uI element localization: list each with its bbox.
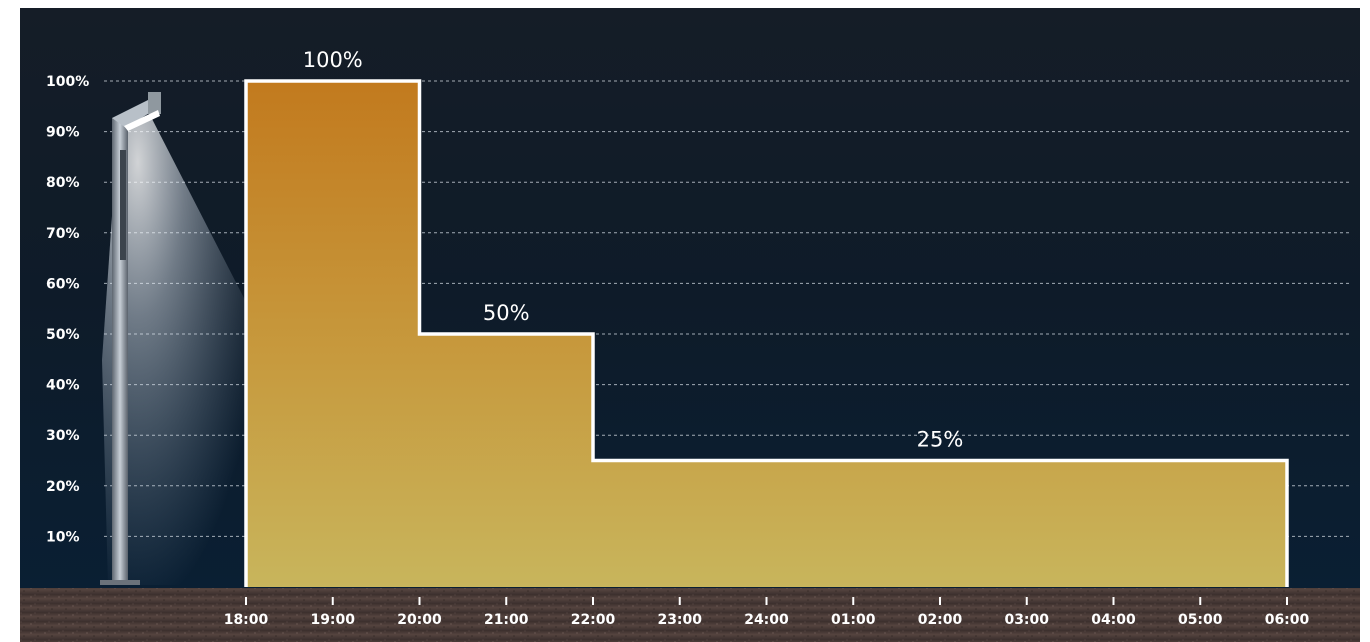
data-label: 100%	[303, 48, 363, 72]
lamp-light-cone	[102, 115, 245, 585]
data-label: 25%	[917, 428, 964, 452]
y-tick-label: 70%	[46, 226, 80, 242]
lamp-bulb	[124, 110, 160, 131]
x-axis-tick-labels: 18:00 19:00 20:00 21:00 22:00 23:00 24:00 01:00…	[224, 612, 1310, 628]
step-area-outline	[244, 79, 1289, 587]
x-tick-label: 01:00	[831, 612, 876, 628]
y-tick-label: 10%	[46, 529, 80, 545]
x-tick-label: 03:00	[1004, 612, 1049, 628]
x-tick-label: 04:00	[1091, 612, 1136, 628]
data-label: 50%	[483, 301, 530, 325]
x-tick-label: 23:00	[657, 612, 702, 628]
y-tick-label: 90%	[46, 125, 80, 141]
lamp-base	[100, 580, 140, 585]
x-tick-label: 24:00	[744, 612, 789, 628]
y-axis-tick-labels: 100% 90% 80% 70% 60% 50% 40% 30% 20% 10%	[46, 74, 89, 545]
y-tick-label: 20%	[46, 479, 80, 495]
y-tick-label: 30%	[46, 428, 80, 444]
x-axis-ticks	[245, 597, 1288, 605]
lamp-head	[148, 92, 161, 114]
ground-strip	[20, 588, 1360, 642]
x-tick-label: 22:00	[571, 612, 616, 628]
street-lamp-icon	[100, 92, 245, 585]
x-tick-label: 20:00	[397, 612, 442, 628]
y-tick-label: 60%	[46, 276, 80, 292]
x-tick-label: 19:00	[310, 612, 355, 628]
x-tick-label: 05:00	[1178, 612, 1223, 628]
lamp-pole-panel	[120, 150, 126, 260]
y-tick-label: 50%	[46, 327, 80, 343]
step-area-series	[244, 79, 1289, 587]
x-tick-label: 02:00	[918, 612, 963, 628]
y-tick-label: 100%	[46, 74, 89, 90]
x-tick-label: 21:00	[484, 612, 529, 628]
x-tick-label: 06:00	[1265, 612, 1310, 628]
data-labels: 100% 50% 25%	[303, 48, 964, 452]
x-tick-label: 18:00	[224, 612, 269, 628]
y-tick-label: 40%	[46, 378, 80, 394]
y-tick-label: 80%	[46, 175, 80, 191]
